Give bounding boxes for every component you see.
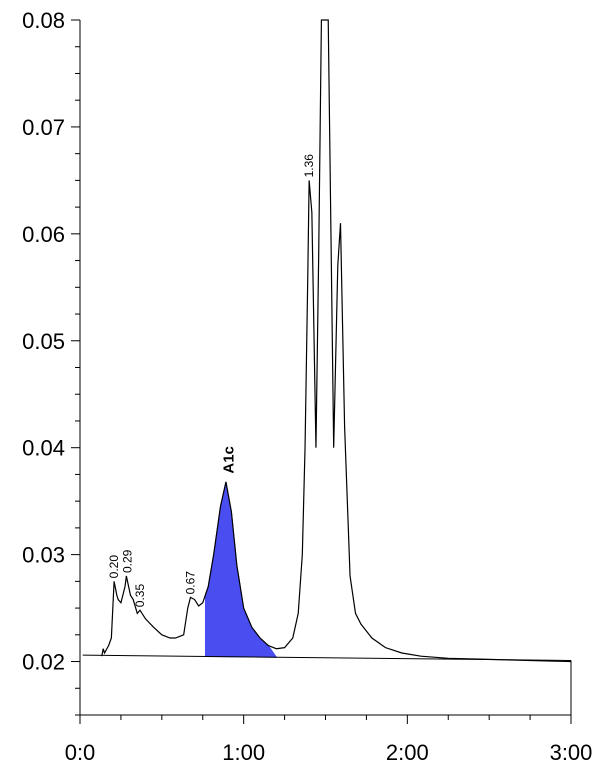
- y-tick-label: 0.02: [22, 650, 65, 675]
- y-tick-label: 0.03: [22, 543, 65, 568]
- retention-time-label: 0.29: [121, 549, 135, 573]
- peak-labels: A1c 0.20 0.29 0.35 0.67 1.36: [107, 154, 316, 608]
- y-tick-label: 0.08: [22, 8, 65, 33]
- retention-time-label: 0.20: [107, 555, 121, 579]
- x-tick-label: 1:00: [222, 740, 265, 765]
- retention-time-label: 0.35: [133, 584, 147, 608]
- a1c-peak-fill: [204, 481, 278, 658]
- axes: 0.02 0.03 0.04 0.05 0.06 0.07 0.08 0:0 1:00 2:00 3…: [22, 8, 592, 765]
- x-tick-label: 0:0: [65, 740, 96, 765]
- x-tick-label: 3:00: [550, 740, 593, 765]
- chromatogram-trace: [101, 19, 572, 663]
- plot-lines: [82, 19, 572, 715]
- y-tick-label: 0.06: [22, 222, 65, 247]
- x-tick-label: 2:00: [386, 740, 429, 765]
- a1c-label: A1c: [221, 446, 238, 474]
- y-tick-label: 0.05: [22, 329, 65, 354]
- shaded-peak-area: [204, 481, 278, 658]
- y-tick-label: 0.07: [22, 115, 65, 140]
- retention-time-label: 1.36: [302, 154, 316, 178]
- retention-time-label: 0.67: [183, 571, 197, 595]
- y-tick-label: 0.04: [22, 436, 65, 461]
